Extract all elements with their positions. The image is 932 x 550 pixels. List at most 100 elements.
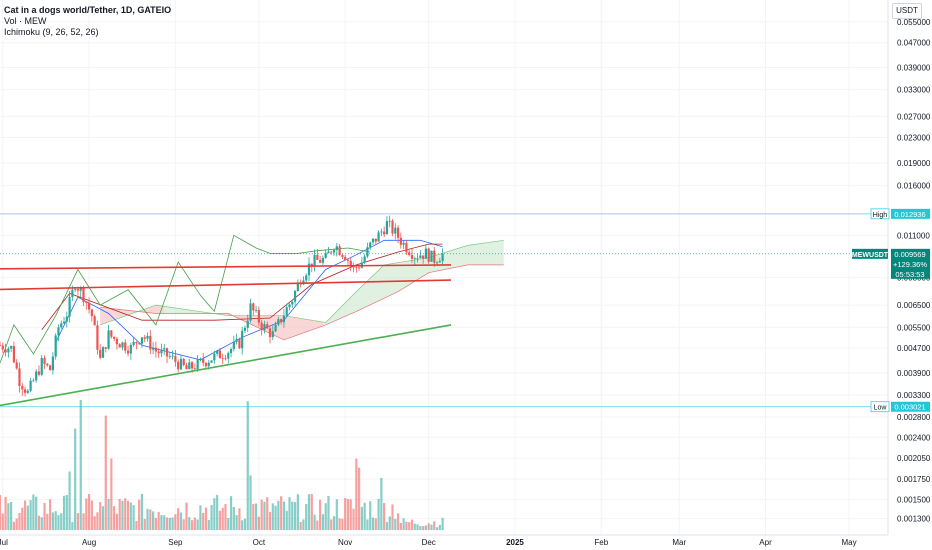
volume-bar-126 bbox=[349, 499, 352, 530]
candle-0 bbox=[0, 341, 2, 347]
candle-80 bbox=[221, 353, 224, 365]
candle-96 bbox=[266, 321, 269, 329]
volume-bar-71 bbox=[196, 519, 199, 530]
low-marker: Low 0.003021 bbox=[870, 401, 930, 413]
volume-bar-84 bbox=[232, 507, 235, 530]
candle-1 bbox=[1, 342, 4, 353]
candle-body-82 bbox=[227, 353, 230, 359]
currency-label[interactable]: USDT bbox=[892, 3, 922, 19]
price-marker-lines bbox=[0, 213, 888, 408]
candlesticks bbox=[0, 215, 444, 397]
candle-body-61 bbox=[168, 356, 171, 357]
volume-bar-64 bbox=[177, 508, 180, 530]
trendline-resistance_upper bbox=[0, 264, 452, 270]
volume-bar-68 bbox=[188, 517, 191, 530]
price-scale[interactable]: 0.055000 0.047000 0.039000 0.033000 0.027000… bbox=[897, 18, 931, 524]
candle-body-153 bbox=[424, 248, 428, 259]
candle-body-117 bbox=[324, 253, 327, 258]
candle-body-88 bbox=[243, 327, 247, 331]
candle-131 bbox=[363, 253, 366, 264]
candle-114 bbox=[316, 249, 319, 260]
volume-bar-89 bbox=[246, 401, 249, 530]
volume-bar-43 bbox=[118, 499, 121, 530]
candle-123 bbox=[341, 254, 344, 260]
candle-103 bbox=[285, 303, 288, 316]
candle-40 bbox=[110, 330, 113, 339]
candle-body-37 bbox=[101, 347, 105, 358]
candle-body-20 bbox=[54, 335, 57, 357]
candle-31 bbox=[85, 301, 88, 310]
price-tick-8: 0.011000 bbox=[897, 231, 930, 240]
candle-body-35 bbox=[96, 325, 99, 350]
candle-130 bbox=[360, 256, 363, 269]
indicator-legend[interactable]: Ichimoku (9, 26, 52, 26) bbox=[4, 27, 99, 37]
candle-5 bbox=[12, 341, 16, 364]
volume-bar-41 bbox=[113, 506, 116, 530]
symbol-tag-box bbox=[852, 248, 888, 259]
candle-90 bbox=[249, 298, 252, 323]
candle-body-25 bbox=[68, 297, 71, 317]
time-scale[interactable]: Jul Aug Sep Oct Nov Dec 2025 Feb Mar Apr May bbox=[0, 538, 857, 547]
candle-body-132 bbox=[366, 247, 369, 257]
candle-159 bbox=[441, 248, 444, 266]
volume-bar-4 bbox=[10, 502, 13, 530]
candle-140 bbox=[388, 215, 391, 228]
volume-bar-87 bbox=[241, 520, 244, 530]
candle-156 bbox=[433, 247, 436, 267]
candle-body-3 bbox=[7, 348, 10, 353]
candle-body-75 bbox=[207, 362, 210, 367]
candle-body-64 bbox=[177, 361, 180, 370]
volume-bar-74 bbox=[204, 507, 208, 530]
volume-bar-40 bbox=[110, 458, 113, 530]
candle-35 bbox=[96, 320, 99, 355]
candle-body-131 bbox=[363, 256, 366, 263]
volume-bar-146 bbox=[405, 521, 408, 530]
volume-bar-125 bbox=[346, 499, 350, 530]
candle-128 bbox=[355, 265, 358, 273]
candle-body-74 bbox=[204, 362, 208, 367]
volume-bar-158 bbox=[438, 524, 441, 530]
volume-bar-47 bbox=[129, 502, 132, 530]
volume-bar-32 bbox=[87, 494, 91, 530]
volume-bar-76 bbox=[210, 504, 213, 530]
volume-bar-127 bbox=[352, 508, 355, 530]
volume-bar-131 bbox=[363, 502, 366, 530]
candle-body-0 bbox=[0, 345, 2, 347]
current-price-marker: MEWUSDT 0.009569+129.36%05:53:53 bbox=[852, 248, 930, 279]
candle-body-65 bbox=[179, 358, 183, 370]
volume-legend[interactable]: Vol · MEW bbox=[4, 16, 47, 26]
candle-body-143 bbox=[396, 227, 400, 238]
volume-bar-53 bbox=[146, 508, 149, 530]
volume-bar-31 bbox=[85, 498, 88, 530]
price-tick-19: 0.001500 bbox=[897, 496, 931, 505]
candle-61 bbox=[168, 351, 171, 360]
volume-bar-35 bbox=[96, 512, 99, 530]
candle-body-100 bbox=[277, 319, 280, 325]
candle-body-41 bbox=[113, 336, 116, 339]
volume-bar-13 bbox=[35, 496, 38, 530]
candle-body-139 bbox=[385, 221, 389, 235]
volume-bar-14 bbox=[37, 515, 41, 530]
price-change-label: +129.36% bbox=[893, 260, 927, 269]
price-tick-20: 0.001300 bbox=[897, 515, 931, 524]
candle-body-18 bbox=[49, 365, 52, 371]
candle-81 bbox=[224, 354, 227, 361]
volume-bar-22 bbox=[60, 513, 63, 530]
volume-bar-112 bbox=[310, 494, 313, 530]
candle-body-141 bbox=[391, 220, 394, 234]
candle-24 bbox=[65, 311, 68, 328]
candle-body-2 bbox=[4, 349, 7, 353]
volume-bar-52 bbox=[143, 518, 146, 530]
candle-body-152 bbox=[422, 255, 425, 259]
candle-body-99 bbox=[274, 324, 277, 332]
candle-63 bbox=[174, 349, 177, 367]
symbol-title[interactable]: Cat in a dogs world/Tether, 1D, GATEIO bbox=[4, 5, 172, 15]
candle-body-137 bbox=[380, 231, 383, 233]
volume-bar-50 bbox=[138, 499, 141, 530]
high-marker: High 0.012936 bbox=[870, 208, 930, 220]
volume-bar-95 bbox=[263, 501, 266, 530]
time-tick-0: Jul bbox=[0, 538, 8, 547]
volume-bar-130 bbox=[360, 506, 363, 530]
candle-body-125 bbox=[346, 260, 350, 261]
